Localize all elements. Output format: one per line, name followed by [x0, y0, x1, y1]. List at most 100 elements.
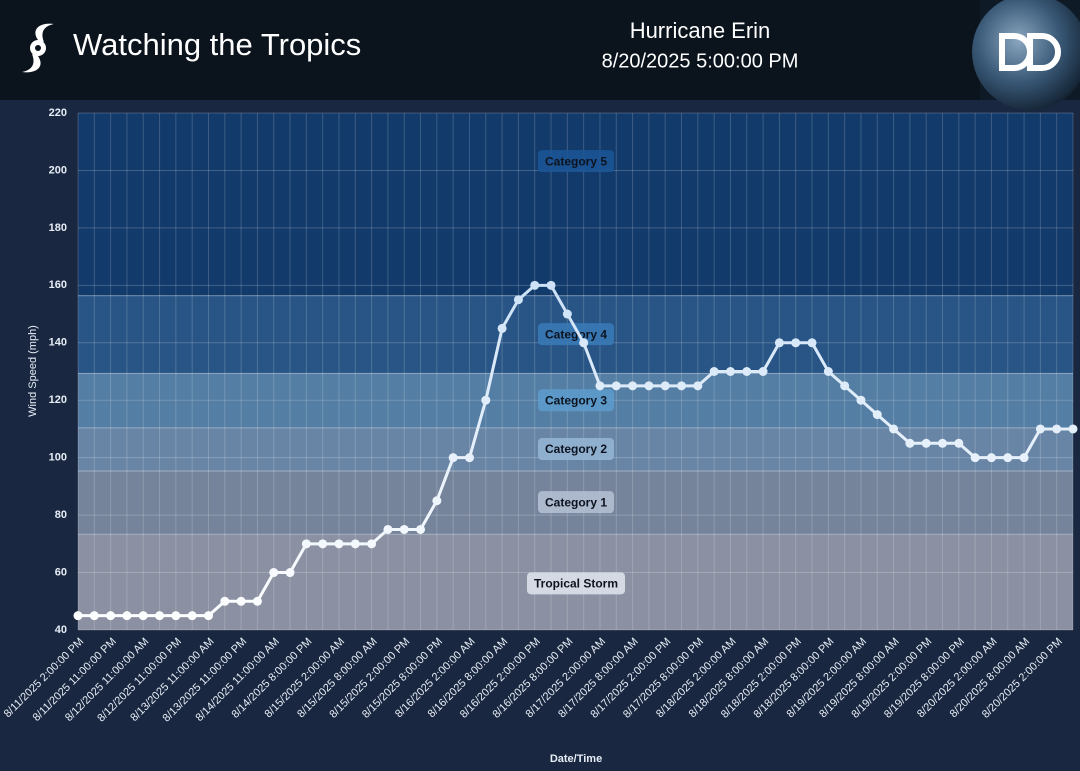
y-tick-label: 120 — [49, 394, 67, 406]
wind-point — [986, 453, 996, 463]
wind-point — [889, 424, 899, 434]
wind-point — [220, 596, 230, 606]
wind-point — [432, 496, 442, 506]
x-axis-title: Date/Time — [550, 753, 602, 765]
wind-point — [416, 524, 426, 534]
wind-point — [138, 611, 148, 621]
wind-point — [350, 539, 360, 549]
y-axis-title: Wind Speed (mph) — [27, 325, 39, 417]
wind-point — [840, 381, 850, 391]
y-tick-label: 140 — [49, 337, 67, 349]
wind-point — [318, 539, 328, 549]
band-label: Category 4 — [537, 323, 615, 346]
wind-point — [823, 367, 833, 376]
wind-point — [89, 611, 99, 621]
wind-point — [579, 338, 589, 348]
wind-point — [367, 539, 377, 549]
band-label-box — [537, 389, 615, 412]
wind-point — [269, 568, 279, 578]
wind-point — [106, 611, 116, 621]
wind-point — [481, 395, 491, 405]
site-title: Watching the Tropics — [73, 27, 361, 62]
wind-point — [497, 323, 507, 333]
wind-point — [644, 381, 654, 391]
band-label: Category 1 — [537, 491, 615, 514]
wind-point — [758, 367, 768, 376]
wind-point — [1068, 424, 1078, 434]
band-label-box — [537, 150, 615, 173]
wind-point — [611, 381, 621, 391]
wind-point — [677, 381, 687, 391]
wind-point — [236, 596, 246, 606]
wind-point — [203, 611, 213, 621]
wind-point — [791, 338, 801, 348]
band-label: Category 5 — [537, 150, 615, 173]
band-label-text: Category 2 — [545, 442, 607, 456]
y-tick-label: 60 — [55, 566, 67, 578]
wind-point — [122, 611, 132, 621]
hurricane-icon — [22, 23, 54, 73]
band-label-box — [526, 572, 626, 595]
band-label: Tropical Storm — [526, 572, 626, 595]
band-label: Category 3 — [537, 389, 615, 412]
wind-point — [693, 381, 703, 391]
wind-point — [171, 611, 181, 621]
wind-point — [155, 611, 165, 621]
wind-point — [628, 381, 638, 391]
wind-point — [954, 438, 964, 448]
wind-point — [725, 367, 735, 376]
header-bar — [0, 0, 1080, 100]
wind-point — [856, 395, 866, 405]
storm-name: Hurricane Erin — [630, 18, 771, 43]
wind-point — [807, 338, 817, 348]
wind-point — [938, 438, 948, 448]
band-label-text: Category 5 — [545, 154, 607, 168]
wind-point — [872, 410, 882, 420]
band-label-box — [537, 491, 615, 514]
wind-point — [399, 524, 409, 534]
wind-point — [562, 309, 572, 319]
wind-point — [513, 295, 523, 305]
wind-point — [73, 611, 83, 621]
band-label: Category 2 — [537, 438, 615, 461]
wind-point — [448, 453, 458, 463]
wind-point — [1035, 424, 1045, 434]
y-tick-label: 80 — [55, 509, 67, 521]
wind-point — [285, 568, 295, 578]
brand-logo — [972, 0, 1080, 110]
band-label-box — [537, 323, 615, 346]
wind-point — [1052, 424, 1062, 434]
y-tick-label: 200 — [49, 164, 67, 176]
wind-point — [970, 453, 980, 463]
wind-point — [301, 539, 311, 549]
y-tick-label: 160 — [49, 279, 67, 291]
wind-point — [905, 438, 915, 448]
y-tick-label: 100 — [49, 452, 67, 464]
wind-point — [334, 539, 344, 549]
wind-point — [383, 524, 393, 534]
wind-point — [546, 280, 556, 290]
wind-point — [595, 381, 605, 391]
y-tick-label: 40 — [55, 624, 67, 636]
timestamp: 8/20/2025 5:00:00 PM — [602, 50, 799, 72]
wind-point — [530, 280, 540, 290]
band-label-text: Category 4 — [545, 327, 607, 341]
band-label-box — [537, 438, 615, 461]
wind-point — [252, 596, 262, 606]
wind-point — [709, 367, 719, 376]
plot-area: Tropical Storm Category 1 Category 2 Catego… — [2, 107, 1078, 765]
wind-point — [742, 367, 752, 376]
wind-point — [921, 438, 931, 448]
wind-point — [1003, 453, 1013, 463]
band-label-text: Category 1 — [545, 495, 607, 509]
band-label-text: Tropical Storm — [534, 576, 618, 590]
wind-point — [660, 381, 670, 391]
y-tick-label: 220 — [49, 107, 67, 119]
band-label-text: Category 3 — [545, 393, 607, 407]
wind-point — [1019, 453, 1029, 463]
category-band — [78, 113, 1073, 296]
wind-point — [774, 338, 784, 348]
wind-point — [464, 453, 474, 463]
